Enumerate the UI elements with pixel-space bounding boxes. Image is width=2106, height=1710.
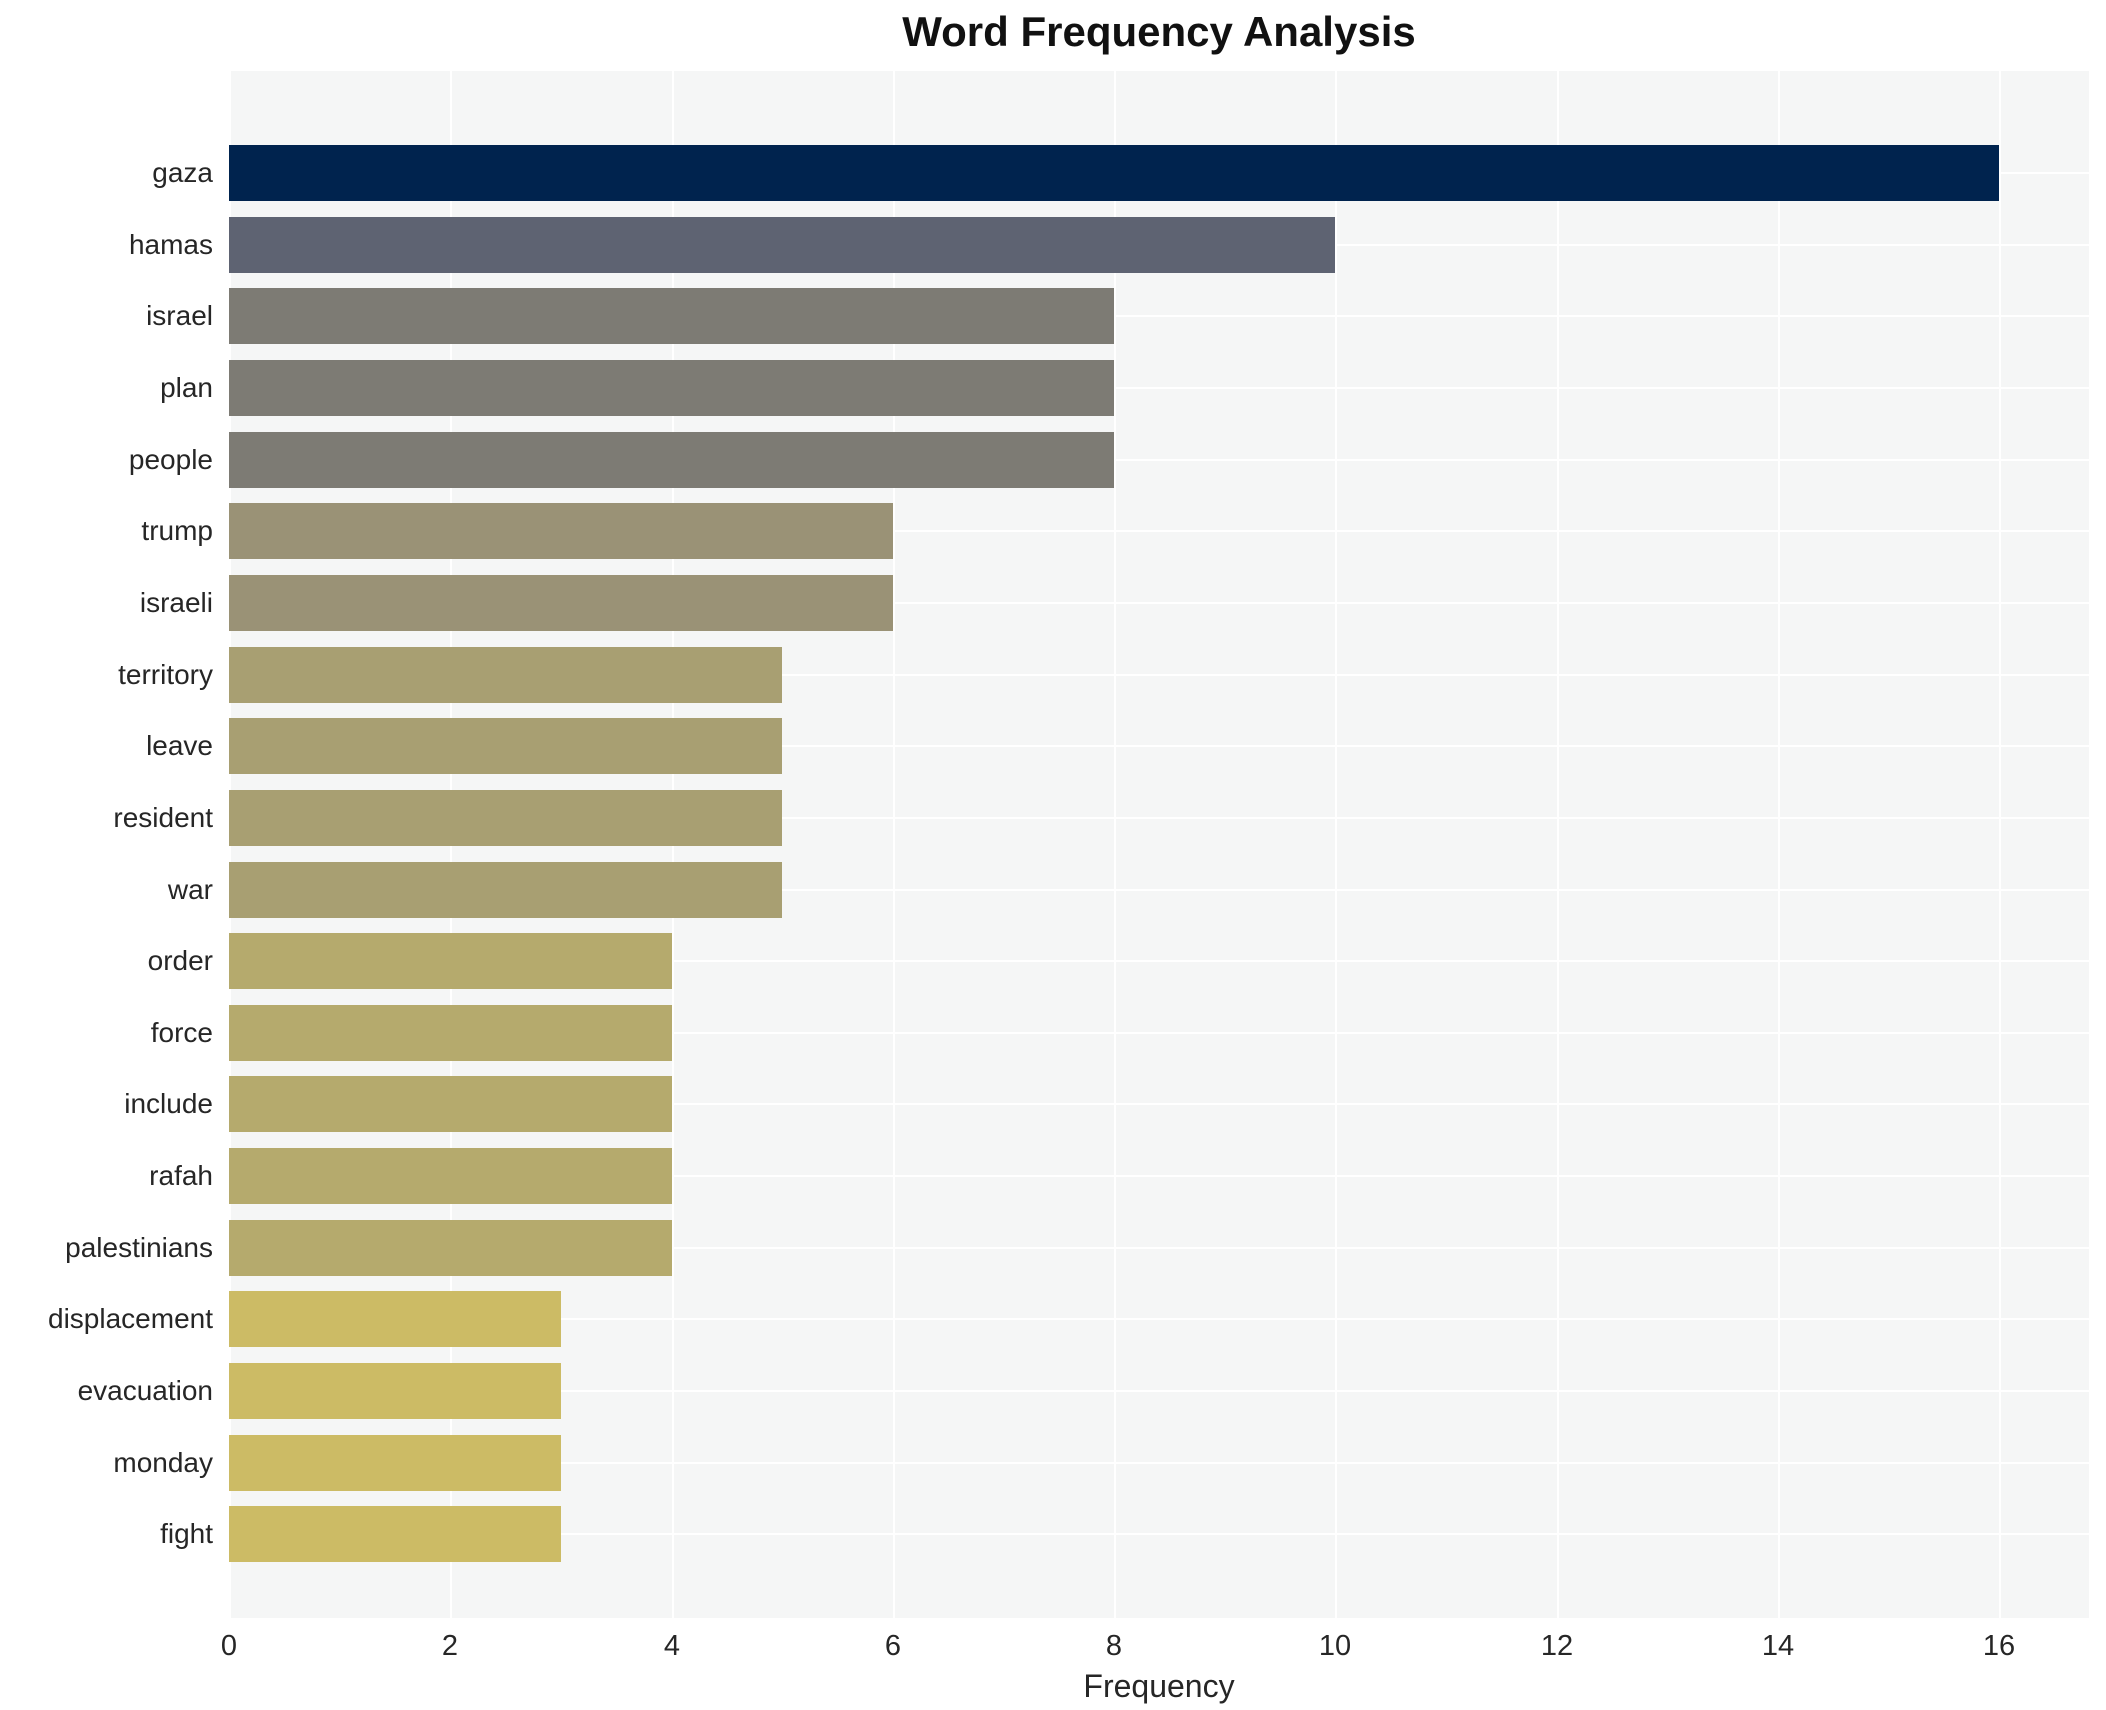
gridline-horizontal <box>229 1247 2089 1249</box>
bar-palestinians <box>229 1220 672 1276</box>
bar-people <box>229 432 1114 488</box>
category-label-leave: leave <box>146 730 213 761</box>
gridline-horizontal <box>229 1032 2089 1034</box>
gridline-horizontal <box>229 530 2089 532</box>
gridline-vertical <box>1778 71 1780 1618</box>
category-label-hamas: hamas <box>128 229 213 260</box>
bar-war <box>229 862 782 918</box>
category-label-people: people <box>128 444 213 475</box>
bar-leave <box>229 718 782 774</box>
bar-israel <box>229 288 1114 344</box>
gridline-horizontal <box>229 315 2089 317</box>
bar-trump <box>229 503 893 559</box>
bar-plan <box>229 360 1114 416</box>
gridline-horizontal <box>229 1318 2089 1320</box>
bar-displacement <box>229 1291 561 1347</box>
category-label-war: war <box>167 874 213 905</box>
bar-rafah <box>229 1148 672 1204</box>
bar-territory <box>229 647 782 703</box>
x-tick-10: 10 <box>1318 1630 1352 1662</box>
gridline-horizontal <box>229 817 2089 819</box>
x-tick-0: 0 <box>220 1630 238 1662</box>
bar-resident <box>229 790 782 846</box>
category-label-order: order <box>147 945 213 976</box>
gridline-horizontal <box>229 1533 2089 1535</box>
gridline-horizontal <box>229 960 2089 962</box>
x-tick-12: 12 <box>1540 1630 1574 1662</box>
category-label-palestinians: palestinians <box>65 1232 213 1263</box>
category-label-israeli: israeli <box>139 587 213 618</box>
x-tick-8: 8 <box>1105 1630 1123 1662</box>
x-tick-14: 14 <box>1761 1630 1795 1662</box>
x-tick-6: 6 <box>884 1630 902 1662</box>
category-label-include: include <box>124 1088 213 1119</box>
x-axis-ticks: 0 2 4 6 8 10 12 14 16 <box>0 1630 2106 1666</box>
gridline-horizontal <box>229 1462 2089 1464</box>
gridline-horizontal <box>229 1175 2089 1177</box>
category-label-trump: trump <box>141 515 213 546</box>
chart-title: Word Frequency Analysis <box>902 8 1416 55</box>
bar-israeli <box>229 575 893 631</box>
x-tick-2: 2 <box>441 1630 459 1662</box>
x-axis-label: Frequency <box>1083 1668 1235 1704</box>
category-label-monday: monday <box>113 1447 213 1478</box>
bar-evacuation <box>229 1363 561 1419</box>
gridline-vertical <box>893 71 895 1618</box>
y-axis-labels: gaza hamas israel plan people trump israeli ter… <box>0 71 213 1618</box>
gridline-horizontal <box>229 459 2089 461</box>
category-label-evacuation: evacuation <box>77 1375 213 1406</box>
gridline-horizontal <box>229 745 2089 747</box>
category-label-territory: territory <box>118 659 213 690</box>
category-label-resident: resident <box>113 802 213 833</box>
category-label-displacement: displacement <box>48 1303 213 1334</box>
gridline-horizontal <box>229 889 2089 891</box>
plot-area <box>229 71 2089 1618</box>
bar-hamas <box>229 217 1335 273</box>
category-label-gaza: gaza <box>152 157 213 188</box>
x-tick-4: 4 <box>663 1630 681 1662</box>
category-label-rafah: rafah <box>149 1160 213 1191</box>
gridline-horizontal <box>229 1103 2089 1105</box>
gridline-vertical <box>1999 71 2001 1618</box>
bar-order <box>229 933 672 989</box>
gridline-horizontal <box>229 674 2089 676</box>
bar-fight <box>229 1506 561 1562</box>
category-label-fight: fight <box>160 1518 213 1549</box>
category-label-force: force <box>150 1017 213 1048</box>
category-label-plan: plan <box>160 372 213 403</box>
gridline-vertical <box>1114 71 1116 1618</box>
gridline-horizontal <box>229 387 2089 389</box>
gridline-horizontal <box>229 1390 2089 1392</box>
bar-gaza <box>229 145 1999 201</box>
gridline-horizontal <box>229 602 2089 604</box>
bar-include <box>229 1076 672 1132</box>
gridline-vertical <box>1557 71 1559 1618</box>
x-tick-16: 16 <box>1982 1630 2016 1662</box>
gridline-vertical <box>1335 71 1337 1618</box>
bar-force <box>229 1005 672 1061</box>
bar-monday <box>229 1435 561 1491</box>
category-label-israel: israel <box>146 300 213 331</box>
